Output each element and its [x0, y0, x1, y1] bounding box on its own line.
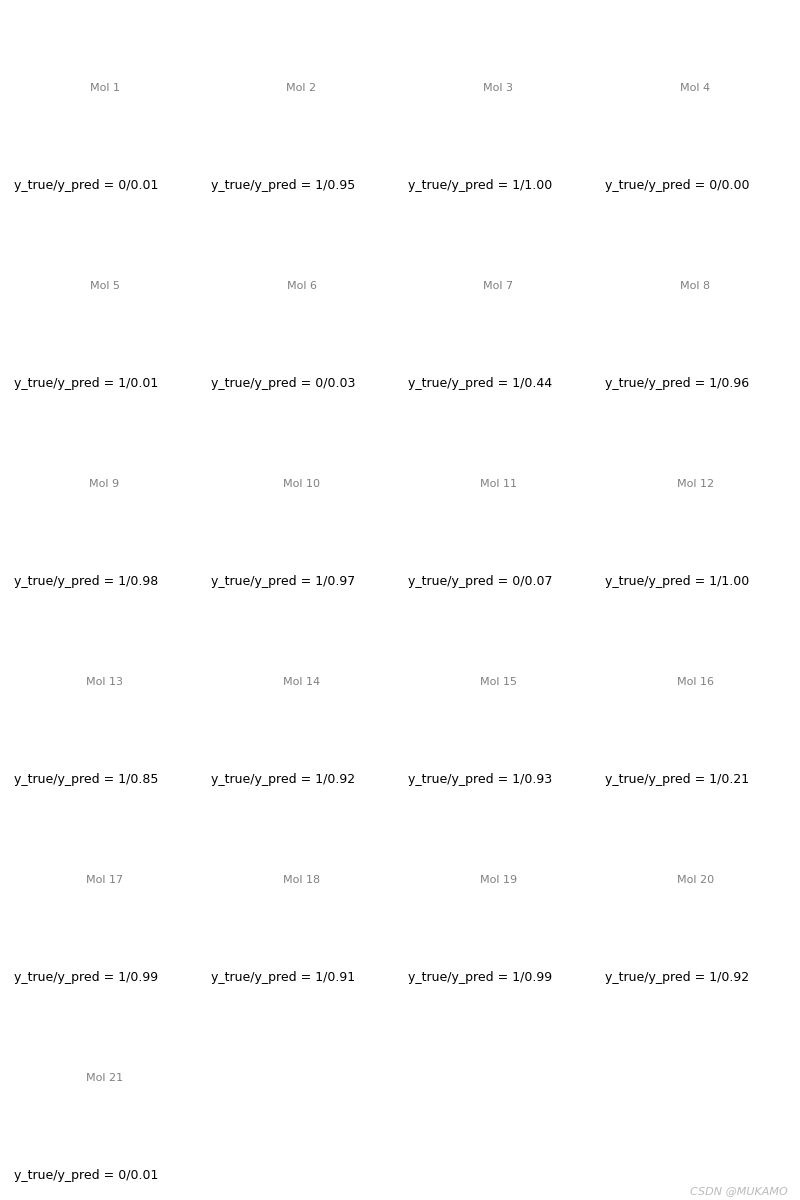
Text: y_true/y_pred = 1/0.91: y_true/y_pred = 1/0.91: [210, 971, 355, 984]
Text: Mol 21: Mol 21: [86, 1073, 123, 1084]
Text: Mol 4: Mol 4: [680, 83, 710, 94]
Text: Mol 8: Mol 8: [680, 281, 710, 292]
Text: Mol 15: Mol 15: [480, 677, 517, 688]
Text: y_true/y_pred = 0/0.01: y_true/y_pred = 0/0.01: [14, 1169, 158, 1182]
Text: Mol 2: Mol 2: [286, 83, 317, 94]
Text: y_true/y_pred = 0/0.07: y_true/y_pred = 0/0.07: [408, 575, 552, 588]
Text: Mol 18: Mol 18: [283, 875, 320, 886]
Text: Mol 19: Mol 19: [480, 875, 517, 886]
Text: y_true/y_pred = 1/0.98: y_true/y_pred = 1/0.98: [14, 575, 158, 588]
Text: Mol 3: Mol 3: [483, 83, 514, 94]
Text: y_true/y_pred = 1/0.85: y_true/y_pred = 1/0.85: [14, 773, 158, 786]
Text: y_true/y_pred = 0/0.00: y_true/y_pred = 0/0.00: [605, 179, 749, 192]
Text: Mol 5: Mol 5: [90, 281, 119, 292]
Text: y_true/y_pred = 1/0.21: y_true/y_pred = 1/0.21: [605, 773, 749, 786]
Text: Mol 10: Mol 10: [283, 479, 320, 490]
Text: y_true/y_pred = 0/0.03: y_true/y_pred = 0/0.03: [210, 377, 355, 390]
Text: Mol 13: Mol 13: [86, 677, 123, 688]
Text: Mol 17: Mol 17: [86, 875, 123, 886]
Text: y_true/y_pred = 1/0.97: y_true/y_pred = 1/0.97: [210, 575, 355, 588]
Text: y_true/y_pred = 1/0.92: y_true/y_pred = 1/0.92: [210, 773, 355, 786]
Text: y_true/y_pred = 1/0.99: y_true/y_pred = 1/0.99: [14, 971, 158, 984]
Text: y_true/y_pred = 1/0.99: y_true/y_pred = 1/0.99: [408, 971, 552, 984]
Text: y_true/y_pred = 0/0.01: y_true/y_pred = 0/0.01: [14, 179, 158, 192]
Text: Mol 20: Mol 20: [677, 875, 714, 886]
Text: Mol 7: Mol 7: [483, 281, 514, 292]
Text: Mol 14: Mol 14: [283, 677, 320, 688]
Text: y_true/y_pred = 1/0.93: y_true/y_pred = 1/0.93: [408, 773, 552, 786]
Text: Mol 16: Mol 16: [677, 677, 714, 688]
Text: Mol 12: Mol 12: [677, 479, 714, 490]
Text: y_true/y_pred = 1/0.01: y_true/y_pred = 1/0.01: [14, 377, 158, 390]
Text: y_true/y_pred = 1/1.00: y_true/y_pred = 1/1.00: [408, 179, 552, 192]
Text: y_true/y_pred = 1/0.95: y_true/y_pred = 1/0.95: [210, 179, 355, 192]
Text: y_true/y_pred = 1/0.96: y_true/y_pred = 1/0.96: [605, 377, 749, 390]
Text: Mol 11: Mol 11: [480, 479, 517, 490]
Text: CSDN @MUKAMO: CSDN @MUKAMO: [690, 1187, 788, 1196]
Text: Mol 9: Mol 9: [90, 479, 120, 490]
Text: y_true/y_pred = 1/0.92: y_true/y_pred = 1/0.92: [605, 971, 749, 984]
Text: y_true/y_pred = 1/0.44: y_true/y_pred = 1/0.44: [408, 377, 552, 390]
Text: Mol 1: Mol 1: [90, 83, 119, 94]
Text: y_true/y_pred = 1/1.00: y_true/y_pred = 1/1.00: [605, 575, 749, 588]
Text: Mol 6: Mol 6: [286, 281, 317, 292]
